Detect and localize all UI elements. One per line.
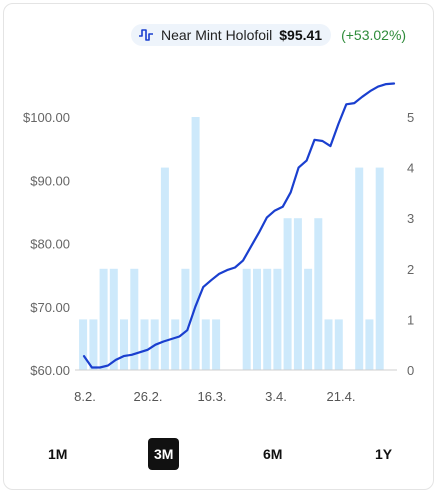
volume-bar bbox=[89, 319, 98, 370]
volume-bar bbox=[171, 319, 180, 370]
y-axis-right: 0 1 2 3 4 5 bbox=[407, 110, 414, 378]
range-1y-button[interactable]: 1Y bbox=[375, 446, 393, 462]
volume-bar bbox=[355, 167, 364, 370]
x-tick-label: 16.3. bbox=[198, 389, 227, 404]
volume-bar bbox=[212, 319, 221, 370]
volume-bar bbox=[160, 167, 169, 370]
volume-bar bbox=[293, 218, 302, 370]
volume-bar bbox=[130, 268, 139, 370]
range-3m-button[interactable]: 3M bbox=[148, 438, 180, 470]
y-right-tick-label: 1 bbox=[407, 312, 414, 327]
volume-bar bbox=[181, 268, 190, 370]
y-right-tick-label: 3 bbox=[407, 211, 414, 226]
y-axis-left: $60.00 $70.00 $80.00 $90.00 $100.00 bbox=[23, 110, 70, 378]
legend-series-name: Near Mint Holofoil bbox=[161, 27, 273, 43]
y-left-tick-label: $90.00 bbox=[30, 173, 70, 188]
volume-bar bbox=[191, 117, 200, 370]
volume-bar bbox=[253, 268, 261, 370]
range-1m-button[interactable]: 1M bbox=[48, 446, 68, 462]
x-axis: 8.2. 26.2. 16.3. 3.4. 21.4. bbox=[74, 389, 355, 404]
line-chart-icon bbox=[139, 29, 153, 41]
volume-bar bbox=[375, 167, 384, 370]
volume-bars bbox=[79, 117, 384, 370]
x-tick-label: 8.2. bbox=[74, 389, 96, 404]
volume-bar bbox=[365, 319, 374, 370]
range-selector: 1M 3M 6M 1Y bbox=[0, 438, 439, 470]
volume-bar bbox=[283, 218, 292, 370]
y-right-tick-label: 0 bbox=[407, 363, 414, 378]
y-left-tick-label: $70.00 bbox=[30, 300, 70, 315]
legend-series[interactable]: Near Mint Holofoil $95.41 bbox=[131, 24, 332, 46]
y-left-tick-label: $60.00 bbox=[30, 363, 70, 378]
y-right-tick-label: 2 bbox=[407, 262, 414, 277]
x-tick-label: 26.2. bbox=[134, 389, 163, 404]
volume-bar bbox=[334, 319, 343, 370]
legend-change: (+53.02%) bbox=[341, 27, 407, 43]
volume-bar bbox=[99, 268, 108, 370]
price-chart: $60.00 $70.00 $80.00 $90.00 $100.00 0 1 2 3 4 5 8… bbox=[23, 82, 414, 404]
volume-bar bbox=[273, 268, 282, 370]
y-left-tick-label: $100.00 bbox=[23, 110, 70, 125]
x-tick-label: 21.4. bbox=[327, 389, 356, 404]
volume-bar bbox=[304, 268, 313, 370]
volume-bar bbox=[324, 319, 333, 370]
volume-bar bbox=[79, 319, 88, 370]
y-left-tick-label: $80.00 bbox=[30, 237, 70, 252]
volume-bar bbox=[242, 268, 251, 370]
y-right-tick-label: 4 bbox=[407, 161, 414, 176]
range-6m-button[interactable]: 6M bbox=[263, 446, 283, 462]
price-line bbox=[82, 82, 396, 369]
volume-bar bbox=[109, 268, 118, 370]
volume-bar bbox=[201, 319, 210, 370]
volume-bar bbox=[120, 319, 128, 370]
legend-price: $95.41 bbox=[279, 27, 323, 43]
volume-bar bbox=[314, 218, 323, 370]
legend: Near Mint Holofoil $95.41 (+53.02%) bbox=[131, 23, 406, 47]
volume-bar bbox=[263, 268, 272, 370]
volume-bar bbox=[140, 319, 149, 370]
x-tick-label: 3.4. bbox=[265, 389, 287, 404]
y-right-tick-label: 5 bbox=[407, 110, 414, 125]
